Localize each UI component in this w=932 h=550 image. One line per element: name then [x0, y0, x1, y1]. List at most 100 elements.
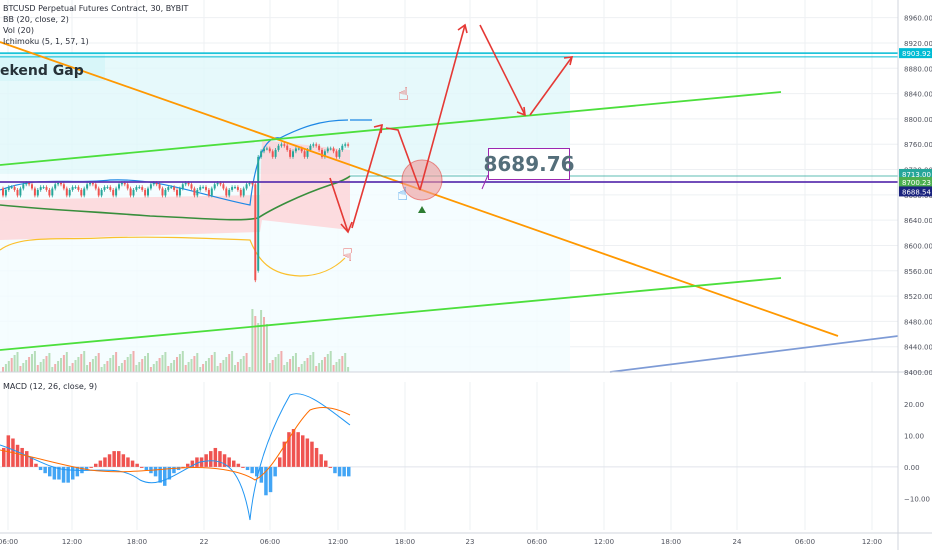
volume-bar-48: [141, 359, 144, 372]
candle-body-64: [187, 182, 190, 185]
candle-body-61: [178, 188, 181, 196]
volume-bar-32: [94, 356, 97, 372]
volume-bar-3: [10, 358, 13, 372]
volume-bar-49: [144, 356, 147, 372]
y-tick-label-13: 8440.00: [904, 344, 932, 352]
candle-body-67: [196, 189, 199, 196]
macd-hist-bar-72: [333, 466, 337, 474]
macd-hist-bar-23: [107, 454, 112, 467]
macd-hist-bar-33: [153, 466, 158, 477]
forecast-arrowhead-2: [457, 23, 468, 34]
candle-body-14: [42, 187, 45, 189]
candle-body-70: [205, 187, 207, 190]
y-tick-label-9: 8600.00: [904, 242, 932, 250]
macd-hist-bar-68: [314, 447, 319, 467]
macd-hist-bar-63: [291, 429, 296, 467]
volume-bar-60: [176, 357, 178, 372]
y-tick-label-1: 8920.00: [904, 40, 932, 48]
legend-bb[interactable]: BB (20, close, 2): [3, 15, 69, 24]
volume-bar-63: [184, 365, 187, 372]
volume-bar-11: [33, 351, 36, 372]
x-tick-label-4: 06:00: [260, 538, 280, 546]
volume-bar-98: [286, 362, 289, 372]
candle-body-116: [338, 149, 341, 157]
volume-bar-102: [297, 367, 300, 372]
legend-ichimoku[interactable]: Ichimoku (5, 1, 57, 1): [3, 37, 89, 46]
macd-hist-bar-42: [195, 457, 199, 467]
volume-bar-62: [181, 351, 184, 372]
candle-body-93: [271, 151, 274, 157]
candle-body-49: [144, 189, 147, 196]
volume-bar-31: [91, 359, 94, 372]
candle-body-65: [190, 184, 193, 189]
volume-bar-100: [292, 356, 294, 372]
volume-bar-106: [309, 355, 312, 372]
macd-hist-bar-62: [287, 432, 291, 467]
macd-hist-bar-40: [186, 463, 190, 467]
macd-hist-bar-0: [2, 447, 6, 467]
candle-body-117: [341, 145, 344, 150]
legend-vol[interactable]: Vol (20): [3, 26, 34, 35]
forecast-arrowhead-3: [516, 106, 526, 117]
candle-body-63: [184, 182, 187, 185]
volume-bar-23: [68, 366, 71, 372]
hand-like-icon: ☝: [397, 184, 408, 205]
candle-body-89: [260, 151, 263, 157]
candle-body-37: [109, 187, 112, 190]
volume-bar-93: [271, 360, 274, 372]
drawings: [0, 23, 899, 373]
bollinger-lower: [0, 236, 346, 277]
candle-body-94: [274, 149, 277, 157]
candle-body-83: [242, 188, 245, 196]
callout-pointer: [481, 174, 489, 190]
volume-bar-4: [13, 355, 16, 372]
candle-body-16: [48, 189, 51, 196]
candle-body-20: [60, 182, 62, 185]
forecast-arrow-5: [529, 56, 573, 116]
candle-body-9: [28, 182, 31, 185]
volume-bar-89: [260, 310, 263, 372]
channel-line-lower: [0, 277, 782, 351]
volume-bar-91: [265, 324, 268, 372]
price-tag-text-0: 8903.92: [902, 50, 931, 58]
macd-hist-bar-12: [57, 466, 61, 480]
macd-hist-bar-10: [48, 466, 52, 477]
volume-bar-103: [300, 364, 303, 372]
volume-bar-42: [123, 360, 126, 372]
bollinger-basis: [0, 175, 351, 221]
volume-bar-59: [173, 360, 176, 372]
candle-body-52: [152, 182, 155, 185]
volume-bar-2: [7, 361, 10, 372]
price-tag-text-1: 8713.00: [902, 171, 931, 179]
forecast-arrow-1: [351, 124, 383, 229]
volume-bar-55: [161, 355, 164, 372]
candle-body-54: [158, 184, 161, 189]
candle-body-102: [297, 148, 300, 150]
volume-bar-0: [2, 367, 4, 372]
macd-hist-bar-47: [218, 451, 222, 467]
candle-body-35: [103, 187, 106, 190]
macd-hist-bar-52: [241, 466, 245, 468]
candle-body-115: [335, 151, 338, 157]
macd-hist-bar-8: [38, 466, 43, 471]
candle-body-109: [318, 145, 321, 150]
x-tick-label-8: 06:00: [527, 538, 547, 546]
y-tick-label-14: 8400.00: [904, 369, 932, 377]
macd-hist-bar-31: [144, 466, 149, 471]
legend-macd[interactable]: MACD (12, 26, close, 9): [3, 382, 98, 391]
candle-body-21: [62, 184, 65, 189]
volume-bar-117: [341, 356, 344, 372]
price-tag-bg-0: [899, 48, 932, 59]
macd-hist-bar-74: [342, 466, 346, 477]
candle-body-98: [286, 145, 289, 150]
macd-hist-bar-35: [163, 466, 167, 486]
candle-body-25: [74, 187, 77, 189]
volume-bar-56: [164, 352, 167, 372]
x-tick-label-0: 06:00: [0, 538, 18, 546]
candle-body-85: [248, 182, 251, 185]
candle-body-82: [239, 189, 242, 196]
macd-hist-bar-64: [296, 432, 300, 467]
candle-body-79: [231, 187, 234, 190]
